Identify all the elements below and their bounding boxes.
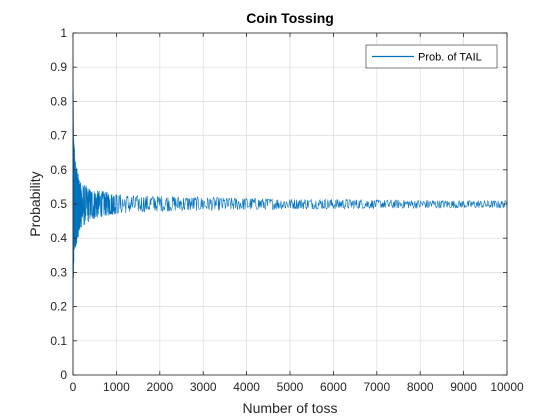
y-tick-label: 0.9 [50, 60, 67, 74]
ticks: 0 1000 2000 3000 4000 5000 6000 7000 8000 9000 100… [50, 26, 524, 394]
y-axis-label: Probability [27, 171, 43, 236]
y-tick-label: 0 [60, 368, 67, 382]
x-tick-label: 4000 [233, 380, 260, 394]
chart-title: Coin Tossing [246, 10, 334, 26]
x-tick-label: 10000 [490, 380, 524, 394]
legend-box [365, 44, 498, 69]
x-tick-label: 3000 [190, 380, 217, 394]
y-tick-label: 0.5 [50, 197, 67, 211]
x-tick-label: 7000 [363, 380, 390, 394]
x-axis-label: Number of toss [243, 400, 338, 416]
y-tick-label: 0.3 [50, 265, 67, 279]
x-tick-label: 9000 [450, 380, 477, 394]
y-tick-label: 0.8 [50, 94, 67, 108]
x-tick-label: 6000 [320, 380, 347, 394]
y-tick-label: 0.2 [50, 300, 67, 314]
x-tick-label: 8000 [407, 380, 434, 394]
x-tick-label: 2000 [146, 380, 173, 394]
legend: Prob. of TAIL [365, 44, 498, 69]
x-tick-label: 1000 [103, 380, 130, 394]
y-tick-label: 1 [60, 26, 67, 40]
x-tick-label: 0 [70, 380, 77, 394]
legend-label-prob-of-tail: Prob. of TAIL [418, 52, 482, 64]
x-tick-label: 5000 [277, 380, 304, 394]
y-tick-label: 0.7 [50, 129, 67, 143]
y-tick-label: 0.6 [50, 163, 67, 177]
series-group [72, 32, 508, 375]
y-tick-label: 0.4 [50, 231, 67, 245]
y-tick-label: 0.1 [50, 334, 67, 348]
series-line-prob-of-tail [72, 32, 508, 375]
